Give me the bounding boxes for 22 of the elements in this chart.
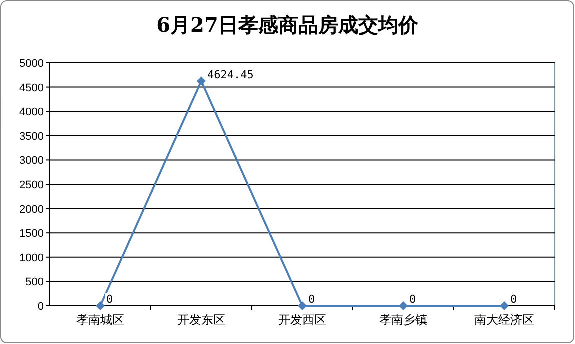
- data-label: 0: [410, 293, 416, 306]
- y-tick-label: 1500: [20, 228, 44, 240]
- data-label: 0: [510, 293, 518, 306]
- y-tick-label: 4500: [20, 82, 44, 94]
- x-tick-label: 开发西区: [278, 313, 326, 327]
- y-tick-label: 4000: [20, 106, 44, 119]
- x-tick-label: 南大经济区: [474, 313, 534, 327]
- x-tick-label: 孝南城区: [76, 313, 124, 327]
- data-label: 4624.45: [208, 68, 254, 82]
- data-label: 0: [308, 293, 316, 306]
- y-tick-label: 1000: [20, 252, 44, 264]
- y-tick-label: 3500: [20, 130, 44, 143]
- y-tick-label: 2000: [20, 204, 44, 216]
- x-tick-label: 开发东区: [178, 313, 226, 327]
- x-tick-label: 孝南乡镇: [380, 313, 428, 327]
- y-tick-label: 500: [26, 276, 44, 289]
- y-tick-label: 5000: [20, 58, 44, 70]
- y-tick-label: 2500: [20, 180, 44, 192]
- y-tick-label: 3000: [20, 155, 44, 168]
- y-tick-label: 0: [38, 301, 44, 313]
- data-label: 0: [106, 293, 114, 306]
- chart-title: 6月27日孝感商品房成交均价: [156, 13, 420, 37]
